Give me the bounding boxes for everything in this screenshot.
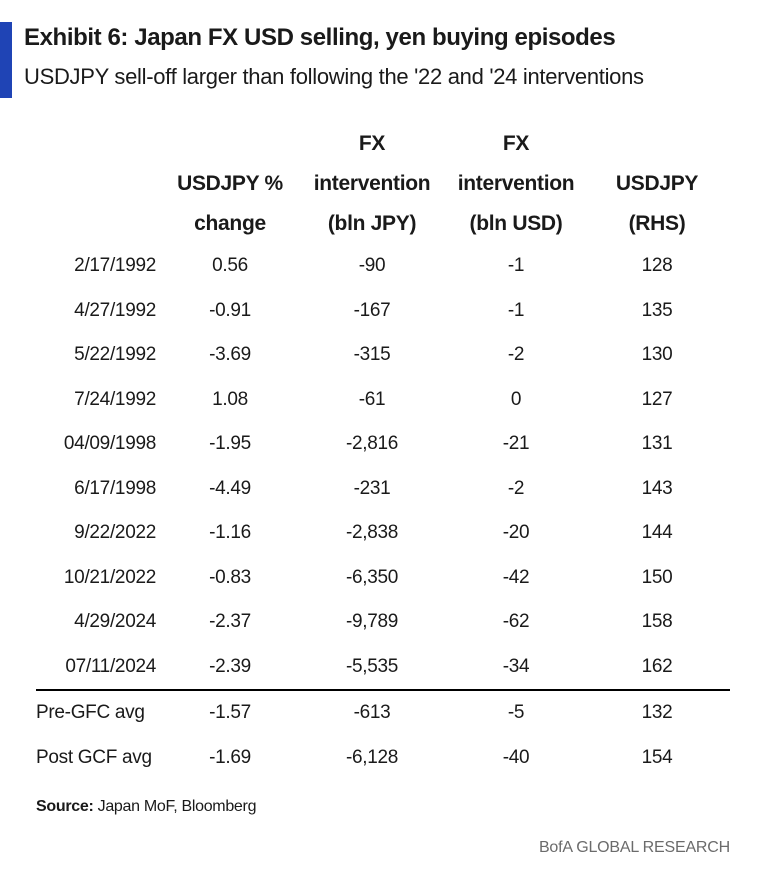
fx-jpy-cell: -90 bbox=[358, 255, 386, 277]
date-cell: 5/22/1992 bbox=[74, 344, 156, 366]
header-line: USDJPY % bbox=[177, 172, 283, 195]
table-row: 6/17/1998 -4.49 -231 -2 143 bbox=[36, 467, 730, 512]
date-cell: 4/27/1992 bbox=[74, 299, 156, 321]
table-header-row: USDJPY % change FX intervention (bln JPY) FX i… bbox=[36, 122, 730, 244]
fx-usd-cell: -42 bbox=[502, 566, 530, 588]
fx-jpy-cell: -315 bbox=[353, 344, 391, 366]
summary-row: Post GCF avg -1.69 -6,128 -40 154 bbox=[36, 736, 730, 781]
usdjpy-change-cell: -2.39 bbox=[209, 655, 251, 677]
table-row: 4/27/1992 -0.91 -167 -1 135 bbox=[36, 289, 730, 334]
accent-bar bbox=[0, 22, 12, 98]
header-line: (RHS) bbox=[628, 212, 686, 235]
fx-usd-cell: -62 bbox=[502, 611, 530, 633]
date-cell: 6/17/1998 bbox=[74, 477, 156, 499]
usdjpy-change-cell: -3.69 bbox=[209, 344, 251, 366]
intervention-table: USDJPY % change FX intervention (bln JPY) FX i… bbox=[36, 122, 730, 780]
fx-jpy-cell: -613 bbox=[353, 702, 391, 724]
header-line: FX bbox=[358, 132, 386, 155]
fx-usd-cell: -20 bbox=[502, 522, 530, 544]
summary-label-cell: Pre-GFC avg bbox=[36, 702, 145, 724]
date-cell: 04/09/1998 bbox=[63, 433, 156, 455]
fx-jpy-cell: -167 bbox=[353, 299, 391, 321]
usdjpy-change-cell: -1.95 bbox=[209, 433, 251, 455]
fx-jpy-cell: -5,535 bbox=[345, 655, 399, 677]
usdjpy-level-cell: 143 bbox=[641, 477, 673, 499]
table-row: 2/17/1992 0.56 -90 -1 128 bbox=[36, 244, 730, 289]
table-row: 07/11/2024 -2.39 -5,535 -34 162 bbox=[36, 645, 730, 691]
usdjpy-level-cell: 128 bbox=[641, 255, 673, 277]
usdjpy-level-cell: 127 bbox=[641, 388, 673, 410]
fx-usd-cell: -1 bbox=[507, 299, 525, 321]
table-row: 4/29/2024 -2.37 -9,789 -62 158 bbox=[36, 600, 730, 645]
usdjpy-change-cell: -1.57 bbox=[209, 702, 251, 724]
exhibit-title: Exhibit 6: Japan FX USD selling, yen buy… bbox=[24, 24, 616, 51]
date-cell: 2/17/1992 bbox=[74, 255, 156, 277]
source-note: Source: Japan MoF, Bloomberg bbox=[36, 798, 256, 816]
table-row: 7/24/1992 1.08 -61 0 127 bbox=[36, 378, 730, 423]
table-row: 04/09/1998 -1.95 -2,816 -21 131 bbox=[36, 422, 730, 467]
source-text: Japan MoF, Bloomberg bbox=[93, 798, 257, 815]
header-line: USDJPY bbox=[615, 172, 699, 195]
fx-usd-cell: -34 bbox=[502, 655, 530, 677]
usdjpy-change-cell: -1.16 bbox=[209, 522, 251, 544]
summary-row: Pre-GFC avg -1.57 -613 -5 132 bbox=[36, 691, 730, 736]
fx-usd-cell: 0 bbox=[510, 388, 522, 410]
header-line: change bbox=[194, 212, 266, 235]
brand-footer: BofA GLOBAL RESEARCH bbox=[538, 839, 730, 856]
usdjpy-change-cell: -4.49 bbox=[209, 477, 251, 499]
usdjpy-change-cell: 0.56 bbox=[212, 255, 248, 277]
exhibit-subtitle: USDJPY sell-off larger than following th… bbox=[24, 64, 644, 89]
fx-jpy-header: FX intervention (bln JPY) bbox=[296, 122, 448, 244]
fx-jpy-cell: -2,816 bbox=[345, 433, 399, 455]
fx-usd-cell: -2 bbox=[507, 344, 525, 366]
fx-jpy-cell: -6,350 bbox=[345, 566, 399, 588]
usdjpy-level-cell: 130 bbox=[641, 344, 673, 366]
usdjpy-level-cell: 150 bbox=[641, 566, 673, 588]
fx-usd-cell: -40 bbox=[502, 746, 530, 768]
table-row: 5/22/1992 -3.69 -315 -2 130 bbox=[36, 333, 730, 378]
date-cell: 4/29/2024 bbox=[74, 611, 156, 633]
header-line: intervention bbox=[457, 172, 575, 195]
usdjpy-level-cell: 154 bbox=[641, 746, 673, 768]
fx-jpy-cell: -61 bbox=[358, 388, 386, 410]
usdjpy-change-header: USDJPY % change bbox=[164, 122, 296, 244]
table-row: 9/22/2022 -1.16 -2,838 -20 144 bbox=[36, 511, 730, 556]
fx-usd-cell: -5 bbox=[507, 702, 525, 724]
usdjpy-rhs-header: USDJPY (RHS) bbox=[584, 122, 730, 244]
fx-jpy-cell: -231 bbox=[353, 477, 391, 499]
date-cell: 9/22/2022 bbox=[74, 522, 156, 544]
source-label: Source: bbox=[36, 798, 94, 815]
usdjpy-level-cell: 131 bbox=[641, 433, 673, 455]
table-body: 2/17/1992 0.56 -90 -1 128 4/27/1992 -0.91 -167 -… bbox=[36, 244, 730, 780]
header-line: FX bbox=[502, 132, 530, 155]
usdjpy-level-cell: 162 bbox=[641, 655, 673, 677]
fx-usd-cell: -2 bbox=[507, 477, 525, 499]
fx-usd-cell: -21 bbox=[502, 433, 530, 455]
usdjpy-level-cell: 144 bbox=[641, 522, 673, 544]
table-row: 10/21/2022 -0.83 -6,350 -42 150 bbox=[36, 556, 730, 601]
usdjpy-level-cell: 132 bbox=[641, 702, 673, 724]
usdjpy-change-cell: -0.91 bbox=[209, 299, 251, 321]
usdjpy-change-cell: -0.83 bbox=[209, 566, 251, 588]
usdjpy-change-cell: 1.08 bbox=[212, 388, 248, 410]
header-line: (bln JPY) bbox=[327, 212, 417, 235]
date-cell: 07/11/2024 bbox=[65, 655, 156, 677]
fx-jpy-cell: -6,128 bbox=[345, 746, 399, 768]
date-cell: 10/21/2022 bbox=[63, 566, 156, 588]
fx-jpy-cell: -2,838 bbox=[345, 522, 399, 544]
header-line: intervention bbox=[313, 172, 431, 195]
fx-usd-cell: -1 bbox=[507, 255, 525, 277]
usdjpy-change-cell: -2.37 bbox=[209, 611, 251, 633]
date-column-header bbox=[36, 122, 164, 244]
date-cell: 7/24/1992 bbox=[74, 388, 156, 410]
summary-label-cell: Post GCF avg bbox=[36, 746, 152, 768]
fx-jpy-cell: -9,789 bbox=[345, 611, 399, 633]
fx-usd-header: FX intervention (bln USD) bbox=[448, 122, 584, 244]
usdjpy-change-cell: -1.69 bbox=[209, 746, 251, 768]
usdjpy-level-cell: 158 bbox=[641, 611, 673, 633]
usdjpy-level-cell: 135 bbox=[641, 299, 673, 321]
header-line: (bln USD) bbox=[469, 212, 563, 235]
